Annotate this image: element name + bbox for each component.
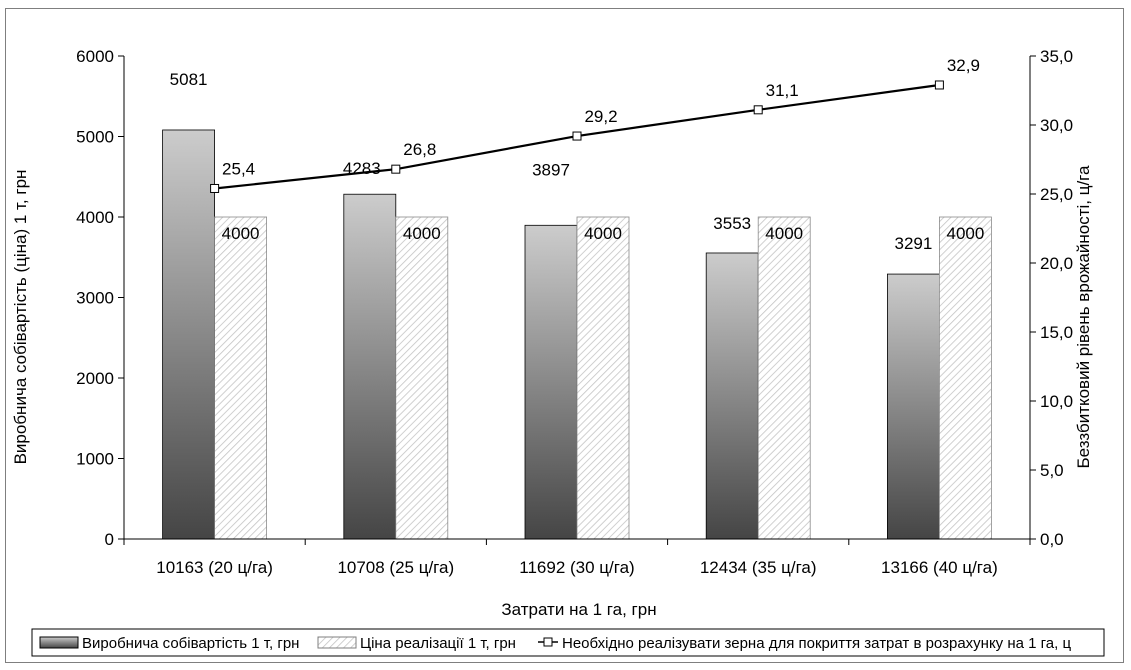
- y-tick-label: 0: [105, 530, 114, 549]
- breakeven-marker: [572, 131, 582, 141]
- y2-tick-label: 25,0: [1040, 185, 1073, 204]
- bar-price-label: 4000: [765, 224, 803, 243]
- axes: 0 1000 2000 3000 4000 5000 6000 0,0 5,0 10,0 15,0 2…: [76, 47, 1073, 577]
- bar-price: [757, 216, 811, 540]
- bar-cost-label: 3897: [532, 160, 570, 179]
- y2-axis-title: Беззбитковий рівень врожайності, ц/га: [1074, 165, 1093, 468]
- bar-cost-label: 4283: [343, 159, 381, 178]
- bar-price: [576, 216, 630, 540]
- y2-tick-label: 35,0: [1040, 47, 1073, 66]
- breakeven-marker: [753, 105, 763, 115]
- bar-cost-label: 5081: [170, 70, 208, 89]
- y-tick-label: 1000: [76, 450, 114, 469]
- bar-price: [214, 216, 268, 540]
- y2-tick-label: 30,0: [1040, 116, 1073, 135]
- bar-cost-label: 3553: [713, 214, 751, 233]
- legend: Виробнича собівартість 1 т, грн Ціна реа…: [31, 628, 1105, 657]
- legend-swatch-cost: [39, 636, 79, 649]
- breakeven-marker: [934, 80, 944, 90]
- breakeven-label: 29,2: [584, 107, 617, 126]
- bar-cost: [887, 273, 940, 540]
- y-tick-label: 2000: [76, 369, 114, 388]
- plot-area: 4000 4000 4000 4000 4000 5081 4283 3897 3553 3291…: [162, 56, 992, 540]
- x-tick-label: 13166 (40 ц/га): [881, 558, 998, 577]
- legend-label-price: Ціна реалізації 1 т, грн: [360, 635, 516, 652]
- bar-price: [939, 216, 992, 540]
- y2-tick-label: 5,0: [1040, 461, 1064, 480]
- bar-cost: [524, 224, 578, 540]
- y-axis-title: Виробнича собівартість (ціна) 1 т, грн: [11, 170, 30, 465]
- y2-tick-label: 10,0: [1040, 392, 1073, 411]
- breakeven-label: 32,9: [947, 56, 980, 75]
- breakeven-label: 26,8: [403, 140, 436, 159]
- y-tick-label: 6000: [76, 47, 114, 66]
- y-tick-label: 4000: [76, 208, 114, 227]
- chart-frame: 4000 4000 4000 4000 4000 5081 4283 3897 3553 3291…: [5, 8, 1124, 663]
- bar-cost: [162, 129, 216, 540]
- y2-tick-label: 0,0: [1040, 530, 1064, 549]
- bar-price-label: 4000: [403, 224, 441, 243]
- x-tick-label: 12434 (35 ц/га): [700, 558, 817, 577]
- legend-swatch-price: [317, 636, 357, 649]
- x-tick-label: 11692 (30 ц/га): [519, 558, 634, 577]
- bar-cost: [343, 193, 397, 540]
- breakeven-marker: [210, 183, 220, 193]
- y2-tick-label: 20,0: [1040, 254, 1073, 273]
- bar-price-label: 4000: [584, 224, 622, 243]
- y-tick-label: 5000: [76, 128, 114, 147]
- y2-tick-label: 15,0: [1040, 323, 1073, 342]
- breakeven-marker: [391, 164, 401, 174]
- bar-cost: [705, 252, 759, 540]
- y-tick-label: 3000: [76, 289, 114, 308]
- combo-chart: 4000 4000 4000 4000 4000 5081 4283 3897 3553 3291…: [11, 47, 1105, 657]
- x-axis-title: Затрати на 1 га, грн: [501, 600, 656, 619]
- x-tick-label: 10163 (20 ц/га): [156, 558, 273, 577]
- bar-price-label: 4000: [946, 224, 984, 243]
- bar-cost-label: 3291: [894, 234, 932, 253]
- bar-price: [395, 216, 449, 540]
- legend-box: [31, 628, 1105, 657]
- legend-label-cost: Виробнича собівартість 1 т, грн: [82, 635, 299, 652]
- breakeven-label: 25,4: [222, 159, 255, 178]
- legend-label-breakeven: Необхідно реалізувати зерна для покриття…: [562, 635, 1071, 652]
- legend-marker-sample: [543, 637, 553, 647]
- x-tick-label: 10708 (25 ц/га): [337, 558, 454, 577]
- breakeven-label: 31,1: [766, 81, 799, 100]
- bar-price-label: 4000: [222, 224, 260, 243]
